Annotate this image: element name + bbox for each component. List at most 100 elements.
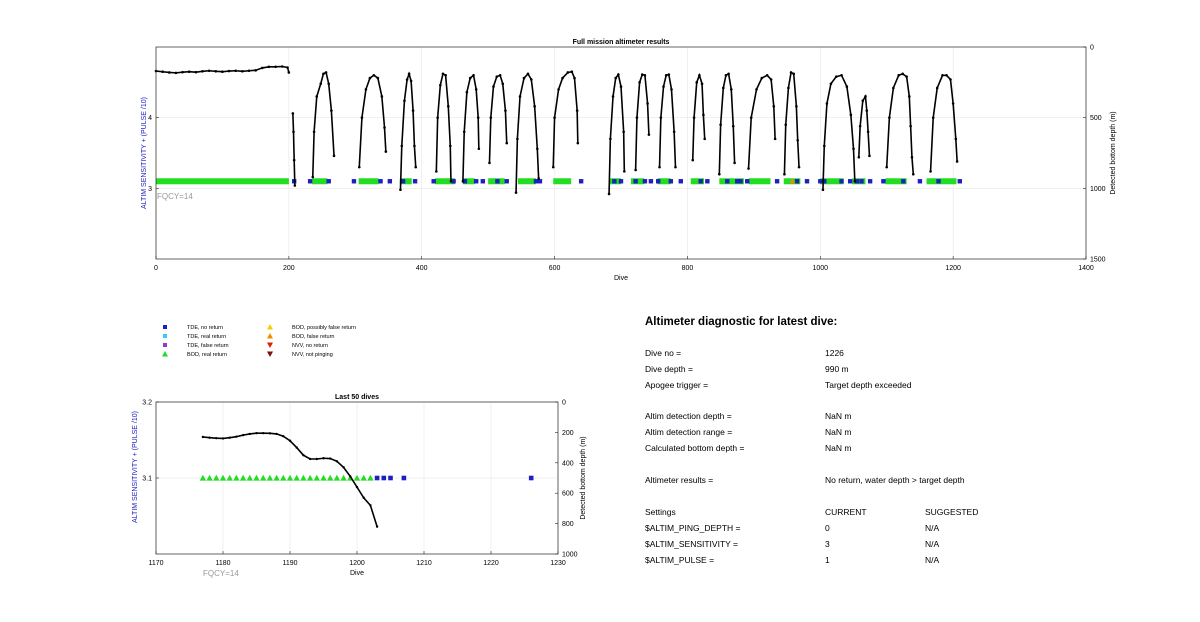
- bot-ytick-right-label-1: 200: [562, 430, 574, 437]
- depth-line-5: [435, 72, 452, 182]
- calculated-depth-value: NaN m: [825, 443, 852, 453]
- depth-point-0-6: [194, 70, 198, 74]
- depth-point-3-5: [376, 76, 380, 80]
- tde-no-return-marker-44: [917, 179, 923, 184]
- ping-depth-suggested: N/A: [925, 523, 940, 533]
- bod-real-return-marker-23: [353, 474, 361, 481]
- depth-point-5-7: [449, 179, 453, 183]
- diag-row-calculated-depth: Calculated bottom depth = NaN m: [645, 443, 1165, 455]
- top-xtick-label-4: 800: [682, 265, 694, 272]
- top-plot-area: [156, 47, 1086, 259]
- tde-no-return-marker-21: [642, 179, 648, 184]
- depth-point-17-8: [852, 147, 855, 151]
- top-ytick-right-label-1: 500: [1090, 115, 1102, 122]
- bottom-y-right-label: Detected bottom depth (m): [580, 436, 587, 519]
- depth-point-12-5: [670, 88, 673, 91]
- tde-no-return-marker-14: [504, 179, 509, 184]
- depth-point-0-1: [161, 70, 164, 74]
- last50-depth-point-24: [362, 496, 365, 499]
- bod-real-return-marker-7: [246, 474, 253, 481]
- depth-point-17-3: [829, 82, 833, 86]
- top-fqcy-annotation: FQCY=14: [157, 192, 193, 201]
- legend-marker-nvv_no_return: [267, 342, 273, 348]
- tde-no-return-marker-10: [462, 179, 468, 184]
- depth-point-13-2: [695, 81, 699, 84]
- tde-no-return-marker-27: [705, 179, 710, 184]
- bod-real-return-marker-24: [360, 474, 367, 481]
- bot-ytick-right-label-3: 600: [562, 491, 574, 498]
- depth-point-15-0: [747, 167, 750, 170]
- depth-point-0-7: [201, 70, 204, 73]
- tde-no-return-marker-39: [854, 179, 860, 184]
- depth-point-8-0: [514, 191, 518, 194]
- bod-real-return-marker-20: [333, 474, 341, 481]
- depth-point-18-5: [866, 130, 870, 134]
- depth-point-0-8: [207, 69, 211, 73]
- tde-no-return-marker-9: [451, 179, 456, 184]
- tde-no-return-marker-28: [725, 179, 730, 184]
- last50-depth-point-19: [329, 457, 332, 460]
- depth-line-6: [462, 73, 480, 182]
- top-tde-markers: [291, 178, 962, 184]
- top-depth-lines: [154, 65, 959, 196]
- tde-no-return-marker-43: [901, 179, 906, 184]
- depth-point-0-14: [247, 69, 251, 73]
- tde-no-return-marker-22: [648, 179, 654, 184]
- depth-point-15-3: [760, 76, 764, 80]
- diag-row-dive-no: Dive no = 1226: [645, 348, 1165, 360]
- depth-point-9-1: [553, 116, 556, 119]
- depth-point-14-0: [718, 172, 721, 176]
- bod-real-return-marker-13: [286, 474, 294, 481]
- bod-real-return-marker-3: [219, 474, 227, 481]
- bot-xtick-label-6: 1230: [550, 560, 566, 567]
- depth-point-19-6: [908, 95, 911, 98]
- bod-real-return-marker-4: [226, 474, 233, 481]
- diag-row-detection-range: Altim detection range = NaN m: [645, 427, 1165, 439]
- top-xtick-label-5: 1000: [812, 265, 828, 272]
- depth-point-4-2: [403, 99, 406, 103]
- top-xtick-label-7: 1400: [1078, 265, 1094, 272]
- current-header: CURRENT: [825, 507, 867, 517]
- top-xtick-label-0: 0: [154, 265, 158, 272]
- depth-point-12-2: [662, 85, 665, 88]
- bod-real-return-marker-25: [367, 474, 374, 481]
- depth-point-19-4: [901, 72, 904, 76]
- last50-depth-point-20: [335, 460, 339, 463]
- depth-point-8-4: [526, 72, 530, 76]
- depth-point-8-2: [518, 95, 522, 98]
- bod-real-return-band-7: [518, 178, 536, 185]
- depth-point-0-10: [221, 70, 224, 74]
- top-ytick-right-label-0: 0: [1090, 45, 1094, 52]
- bod-real-return-band-16: [820, 178, 844, 185]
- legend-label-bod_false_return: BOD, false return: [292, 334, 335, 340]
- depth-point-5-5: [446, 105, 450, 108]
- depth-point-8-3: [522, 76, 526, 80]
- last50-depth-point-17: [315, 457, 318, 461]
- ping-depth-label: $ALTIM_PING_DEPTH =: [645, 523, 741, 533]
- sensitivity-current: 3: [825, 539, 830, 549]
- tde-no-return-marker-36: [822, 179, 827, 184]
- last50-depth-point-10: [268, 432, 272, 435]
- last50-depth-point-7: [248, 432, 251, 436]
- tde-no-return-marker-2: [388, 475, 393, 481]
- depth-point-7-6: [504, 109, 507, 112]
- tde-no-return-marker-31: [745, 179, 750, 184]
- last50-depth-point-12: [282, 435, 285, 438]
- depth-line-14: [718, 72, 736, 175]
- depth-point-9-3: [561, 76, 564, 80]
- depth-point-14-5: [729, 88, 733, 91]
- depth-point-2-5: [324, 71, 328, 74]
- depth-point-11-0: [634, 168, 637, 172]
- legend-label-bod_possibly_false: BOD, possibly false return: [292, 325, 356, 331]
- tde-no-return-marker-15: [533, 179, 539, 184]
- depth-point-3-2: [364, 88, 368, 91]
- last50-depth-point-15: [302, 454, 305, 457]
- bod-real-return-marker-5: [233, 474, 240, 481]
- last50-depth-point-26: [375, 525, 379, 528]
- depth-point-16-4: [792, 72, 796, 76]
- tde-no-return-marker-16: [537, 179, 543, 184]
- top-chart-title: Full mission altimeter results: [573, 39, 670, 46]
- bot-ytick-right-label-5: 1000: [562, 552, 578, 559]
- depth-point-4-1: [400, 144, 404, 148]
- depth-point-17-1: [822, 144, 826, 148]
